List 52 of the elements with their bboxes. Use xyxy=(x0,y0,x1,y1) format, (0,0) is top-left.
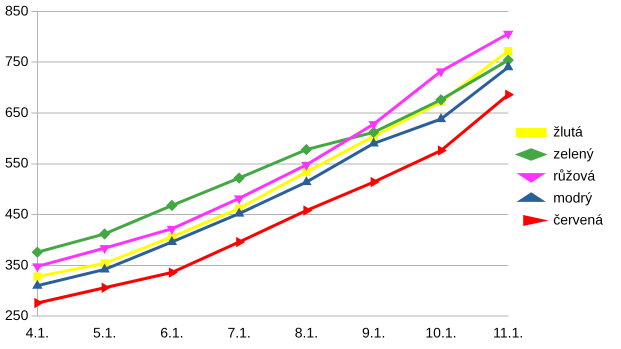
y-tick-label: 650 xyxy=(5,104,29,120)
point xyxy=(100,245,110,254)
point xyxy=(234,195,244,204)
y-tick-label: 250 xyxy=(5,307,29,324)
point xyxy=(302,168,310,176)
point xyxy=(236,237,245,247)
point xyxy=(302,162,312,170)
point xyxy=(34,298,43,308)
point xyxy=(503,30,514,40)
point xyxy=(167,236,177,246)
point xyxy=(436,114,446,122)
y-tick-label: 750 xyxy=(5,53,29,70)
point xyxy=(33,272,42,281)
point xyxy=(168,268,178,278)
point xyxy=(503,62,514,70)
x-tick-label: 10.1. xyxy=(425,324,456,340)
point xyxy=(438,146,446,156)
x-tick-label: 5.1. xyxy=(92,324,116,340)
point xyxy=(436,68,446,77)
point xyxy=(368,121,378,130)
y-tick-label: 350 xyxy=(5,256,29,272)
point xyxy=(234,208,244,217)
legend-label: růžová xyxy=(553,167,596,184)
legend-label: modrý xyxy=(553,189,592,206)
point xyxy=(100,264,110,272)
point xyxy=(435,94,446,106)
point xyxy=(303,206,312,216)
x-tick-label: 11.1. xyxy=(493,324,524,340)
point xyxy=(368,126,380,138)
x-tick-label: 8.1. xyxy=(294,324,318,340)
point xyxy=(167,226,177,234)
point xyxy=(32,246,43,258)
point xyxy=(505,90,514,100)
point xyxy=(102,282,110,293)
point xyxy=(370,177,380,187)
legend-label: zelený xyxy=(553,145,594,162)
y-tick-label: 850 xyxy=(5,2,29,18)
point xyxy=(504,46,512,56)
legend-label: žlutá xyxy=(553,123,583,140)
point xyxy=(99,228,110,240)
point xyxy=(166,200,178,211)
point xyxy=(302,176,312,186)
point xyxy=(234,172,245,184)
point xyxy=(32,280,42,289)
x-tick-label: 4.1. xyxy=(26,324,50,340)
y-tick-label: 550 xyxy=(5,154,29,171)
x-tick-label: 6.1. xyxy=(160,324,184,340)
legend-label: červená xyxy=(553,211,604,228)
y-tick-label: 450 xyxy=(5,205,29,222)
point xyxy=(300,144,312,156)
x-tick-label: 7.1. xyxy=(227,324,251,340)
x-tick-label: 9.1. xyxy=(362,324,386,340)
